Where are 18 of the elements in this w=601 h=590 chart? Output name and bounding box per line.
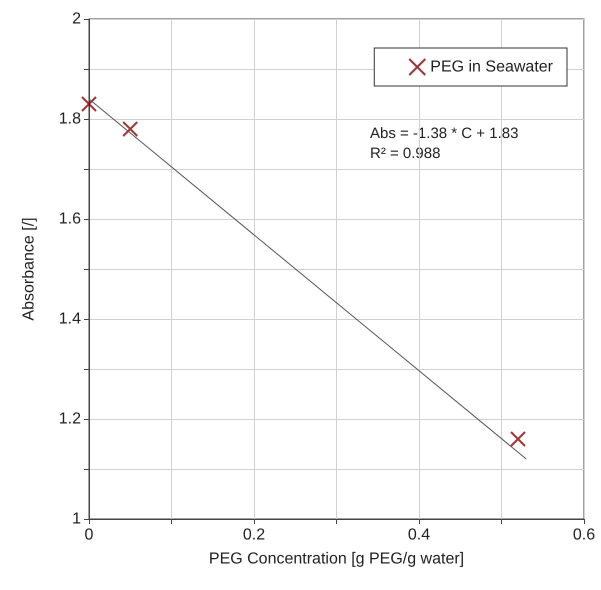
y-tick-label: 1.6 xyxy=(58,210,82,228)
x-axis-title: PEG Concentration [g PEG/g water] xyxy=(208,550,464,568)
point xyxy=(510,431,526,447)
legend-label: PEG in Seawater xyxy=(430,58,554,76)
y-tick-label: 1 xyxy=(72,510,82,528)
x-tick-label: 0.6 xyxy=(572,526,596,544)
x-tick-label: 0.2 xyxy=(242,526,266,544)
y-tick-label: 2 xyxy=(72,10,82,28)
point xyxy=(81,96,97,112)
point xyxy=(122,121,138,137)
annotation: R² = 0.988 xyxy=(370,145,440,162)
x-tick-label: 0 xyxy=(84,526,94,544)
annotation: Abs = -1.38 * C + 1.83 xyxy=(370,125,518,142)
y-axis-title: Absorbance [/] xyxy=(20,217,38,321)
x-tick-label: 0.4 xyxy=(408,526,430,544)
y-tick-label: 1.8 xyxy=(58,110,82,128)
y-tick-label: 1.4 xyxy=(58,310,82,328)
y-tick-label: 1.2 xyxy=(58,410,82,428)
